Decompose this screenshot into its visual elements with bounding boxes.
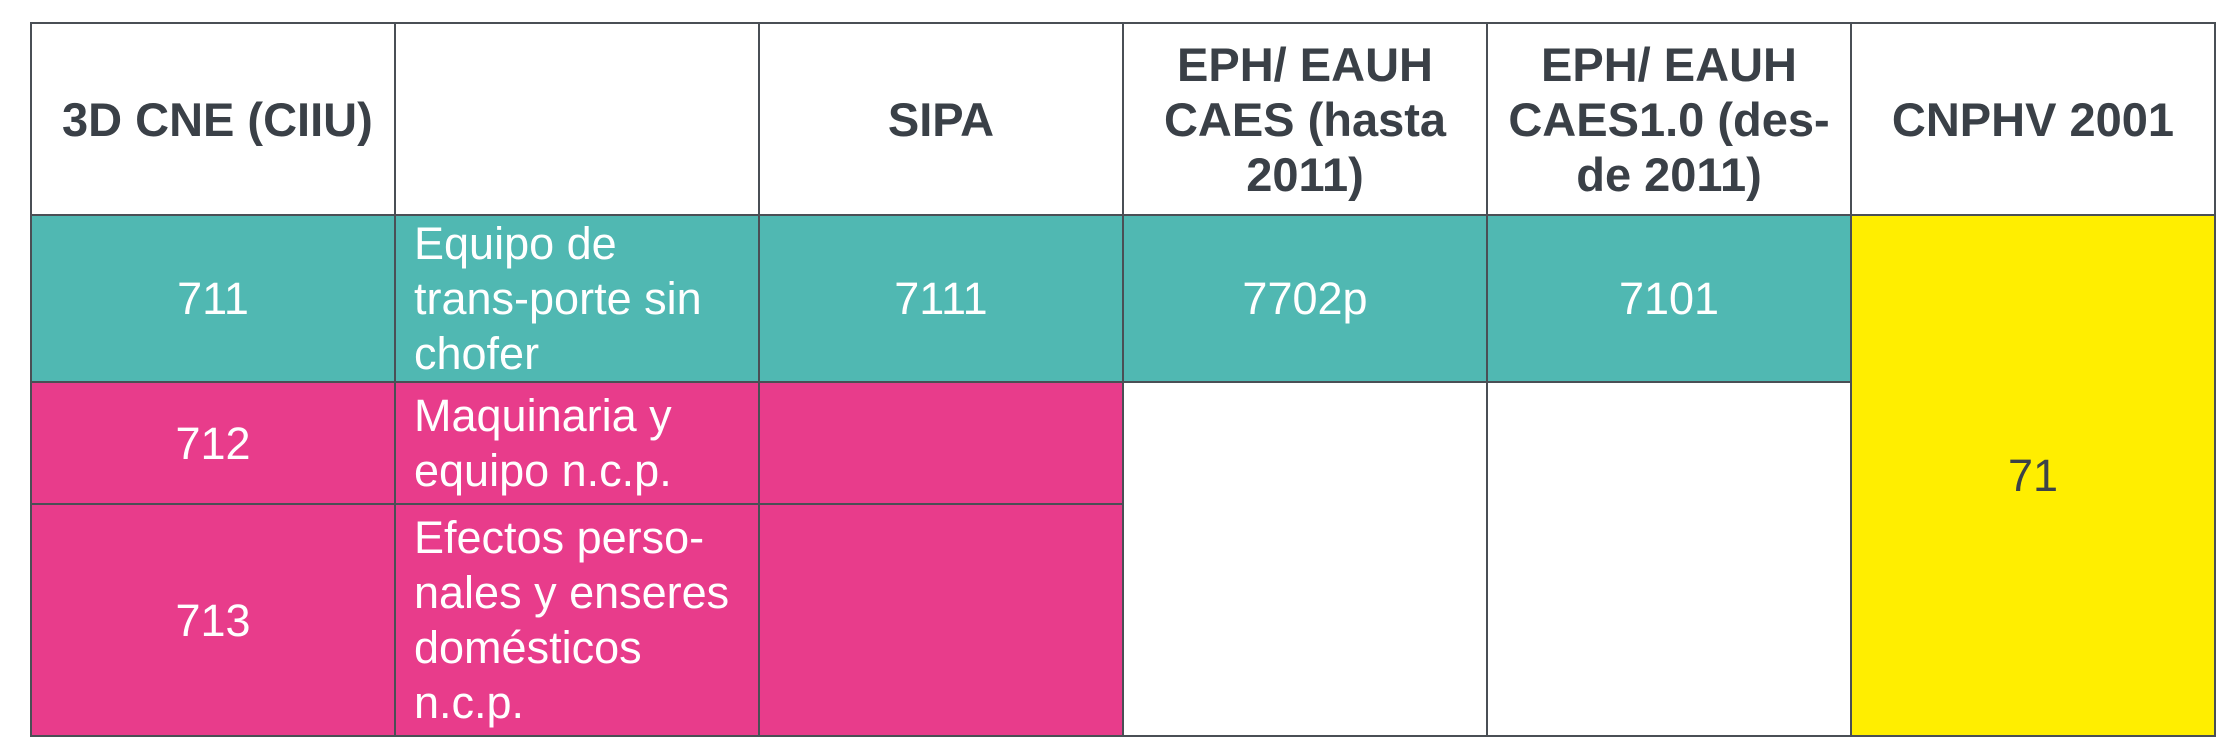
- cell-description: Equipo de trans-porte sin chofer: [394, 214, 760, 383]
- cell-eph-caes10: [1486, 381, 1852, 737]
- cell-sipa: [758, 381, 1124, 505]
- header-row: 3D CNE (CIIU) SIPA EPH/ EAUH CAES (hasta…: [30, 22, 2216, 216]
- table-row: 713 Efectos perso-nales y enseres domést…: [30, 503, 2215, 737]
- header-description: [394, 22, 760, 216]
- cell-eph-caes10: 7101: [1486, 214, 1852, 383]
- table-row: 712 Maquinaria y equipo n.c.p.: [30, 381, 2215, 737]
- cell-code: 711: [30, 214, 396, 383]
- classification-table: 3D CNE (CIIU) SIPA EPH/ EAUH CAES (hasta…: [30, 22, 2216, 737]
- header-cne: 3D CNE (CIIU): [30, 22, 396, 216]
- header-eph-caes10: EPH/ EAUH CAES1.0 (des-de 2011): [1486, 22, 1852, 216]
- cell-description: Efectos perso-nales y enseres domésticos…: [394, 503, 760, 737]
- header-eph-caes: EPH/ EAUH CAES (hasta 2011): [1122, 22, 1488, 216]
- cell-description: Maquinaria y equipo n.c.p.: [394, 381, 760, 505]
- cell-code: 712: [30, 381, 396, 505]
- cell-sipa: [758, 503, 1124, 737]
- header-cnphv: CNPHV 2001: [1850, 22, 2216, 216]
- header-sipa: SIPA: [758, 22, 1124, 216]
- cell-eph-caes: [1122, 381, 1488, 737]
- cell-cnphv-merged: 71: [1850, 214, 2216, 737]
- cell-eph-caes: 7702p: [1122, 214, 1488, 383]
- table-row: 711 Equipo de trans-porte sin chofer 711…: [30, 214, 2216, 737]
- cell-sipa: 7111: [758, 214, 1124, 383]
- cell-code: 713: [30, 503, 396, 737]
